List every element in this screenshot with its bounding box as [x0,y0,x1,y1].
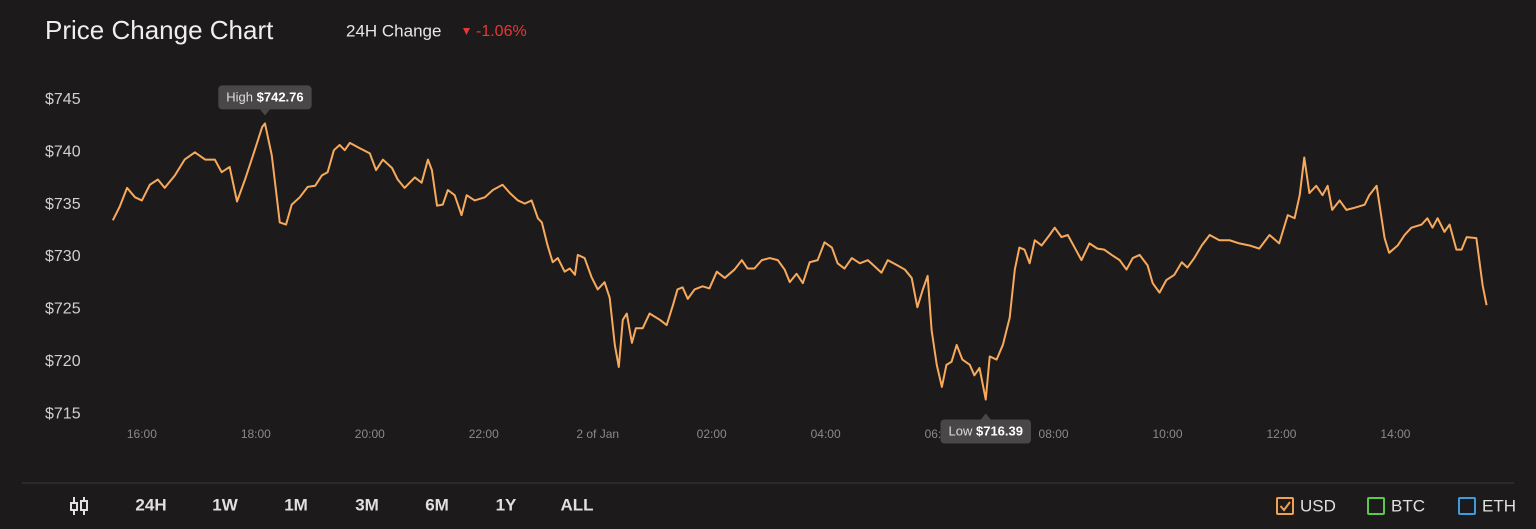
chart-type-icon[interactable] [70,497,88,515]
currency-label[interactable]: ETH [1482,496,1516,515]
currency-toggle[interactable]: USD [1276,496,1336,515]
currency-toggle[interactable]: ETH [1458,496,1516,515]
range-button[interactable]: 1Y [496,495,517,514]
range-button[interactable]: ALL [560,495,593,514]
range-button[interactable]: 24H [135,495,166,514]
tooltip-text: High $742.76 [226,90,303,105]
y-tick-label: $735 [45,196,81,213]
change-value: -1.06% [476,23,527,40]
y-tick-label: $725 [45,301,81,318]
tooltip-value: $716.39 [976,424,1023,439]
y-tick-label: $740 [45,144,81,161]
x-tick-label: 02:00 [697,427,727,441]
currency-label[interactable]: BTC [1391,496,1425,515]
x-tick-label: 14:00 [1380,427,1410,441]
x-tick-label: 16:00 [127,427,157,441]
range-button[interactable]: 3M [355,495,379,514]
range-button[interactable]: 1W [212,495,238,514]
tooltip-label: High [226,90,253,105]
x-tick-label: 12:00 [1266,427,1296,441]
x-tick-label: 2 of Jan [576,427,619,441]
tooltip: Low $716.39 [940,413,1031,444]
range-button[interactable]: 6M [425,495,449,514]
tooltip-box [940,419,1031,444]
x-tick-label: 20:00 [355,427,385,441]
y-tick-label: $745 [45,91,81,108]
y-tick-label: $720 [45,353,81,370]
checkbox[interactable] [1458,497,1476,515]
change-label: 24H Change [346,21,441,40]
x-tick-label: 18:00 [241,427,271,441]
tooltip-text: Low $716.39 [949,424,1023,439]
range-button[interactable]: 1M [284,495,308,514]
checkbox[interactable] [1367,497,1385,515]
tooltip-pointer [259,109,270,116]
change-arrow [463,28,470,35]
x-tick-label: 10:00 [1153,427,1183,441]
price-line [111,122,1488,401]
tooltip-label: Low [949,424,973,439]
tooltip: High $742.76 [218,85,312,116]
currency-label[interactable]: USD [1300,496,1336,515]
tooltip-box [218,85,312,110]
checkmark [1279,501,1291,512]
x-tick-label: 08:00 [1039,427,1069,441]
x-tick-label: 04:00 [811,427,841,441]
y-tick-label: $730 [45,248,81,265]
y-tick-label: $715 [45,405,81,422]
tooltip-pointer [980,413,991,420]
chart-title: Price Change Chart [45,15,274,45]
x-tick-label: 22:00 [469,427,499,441]
tooltip-value: $742.76 [257,90,304,105]
currency-toggle[interactable]: BTC [1367,496,1425,515]
checkbox[interactable] [1276,497,1294,515]
